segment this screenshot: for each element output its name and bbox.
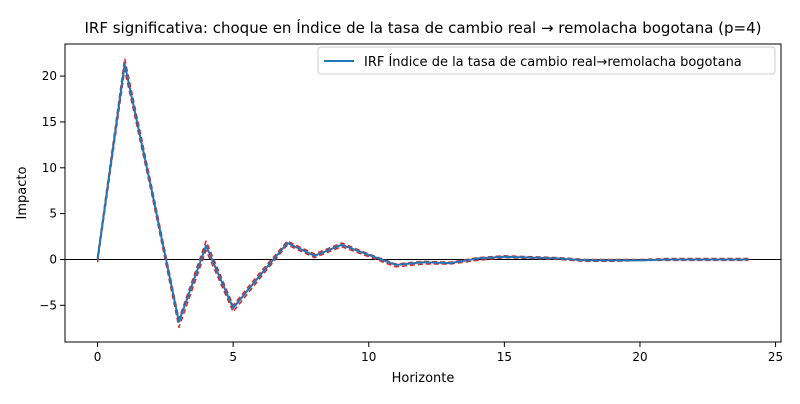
- y-tick-label: 15: [42, 115, 57, 129]
- x-tick-label: 20: [632, 350, 647, 364]
- y-axis-label: Impacto: [15, 167, 30, 220]
- y-tick-label: 0: [49, 252, 57, 266]
- x-tick-label: 15: [497, 350, 512, 364]
- plot-area-frame: [64, 43, 782, 343]
- legend-entry-label: IRF Índice de la tasa de cambio real→rem…: [364, 54, 742, 70]
- irf-series-line: [96, 63, 749, 323]
- legend-box: [317, 46, 776, 75]
- chart-title: IRF significativa: choque en Índice de l…: [85, 18, 762, 37]
- y-tick-label: 5: [49, 207, 57, 221]
- x-axis-label: Horizonte: [392, 371, 455, 386]
- x-tick-label: 25: [768, 350, 783, 364]
- y-tick-label: 10: [42, 161, 57, 175]
- x-tick-label: 5: [229, 350, 237, 364]
- x-tick-label: 10: [361, 350, 376, 364]
- y-tick-label: 20: [42, 69, 57, 83]
- y-axis-ticks: −5 0 5 10 15 20: [39, 69, 65, 312]
- x-tick-label: 0: [94, 350, 102, 364]
- series-layer: [96, 57, 749, 329]
- y-tick-label: −5: [39, 298, 57, 312]
- x-axis-ticks: 0 5 10 15 20 25: [94, 342, 783, 364]
- legend: IRF Índice de la tasa de cambio real→rem…: [317, 46, 776, 75]
- confidence-band-line: [96, 68, 749, 329]
